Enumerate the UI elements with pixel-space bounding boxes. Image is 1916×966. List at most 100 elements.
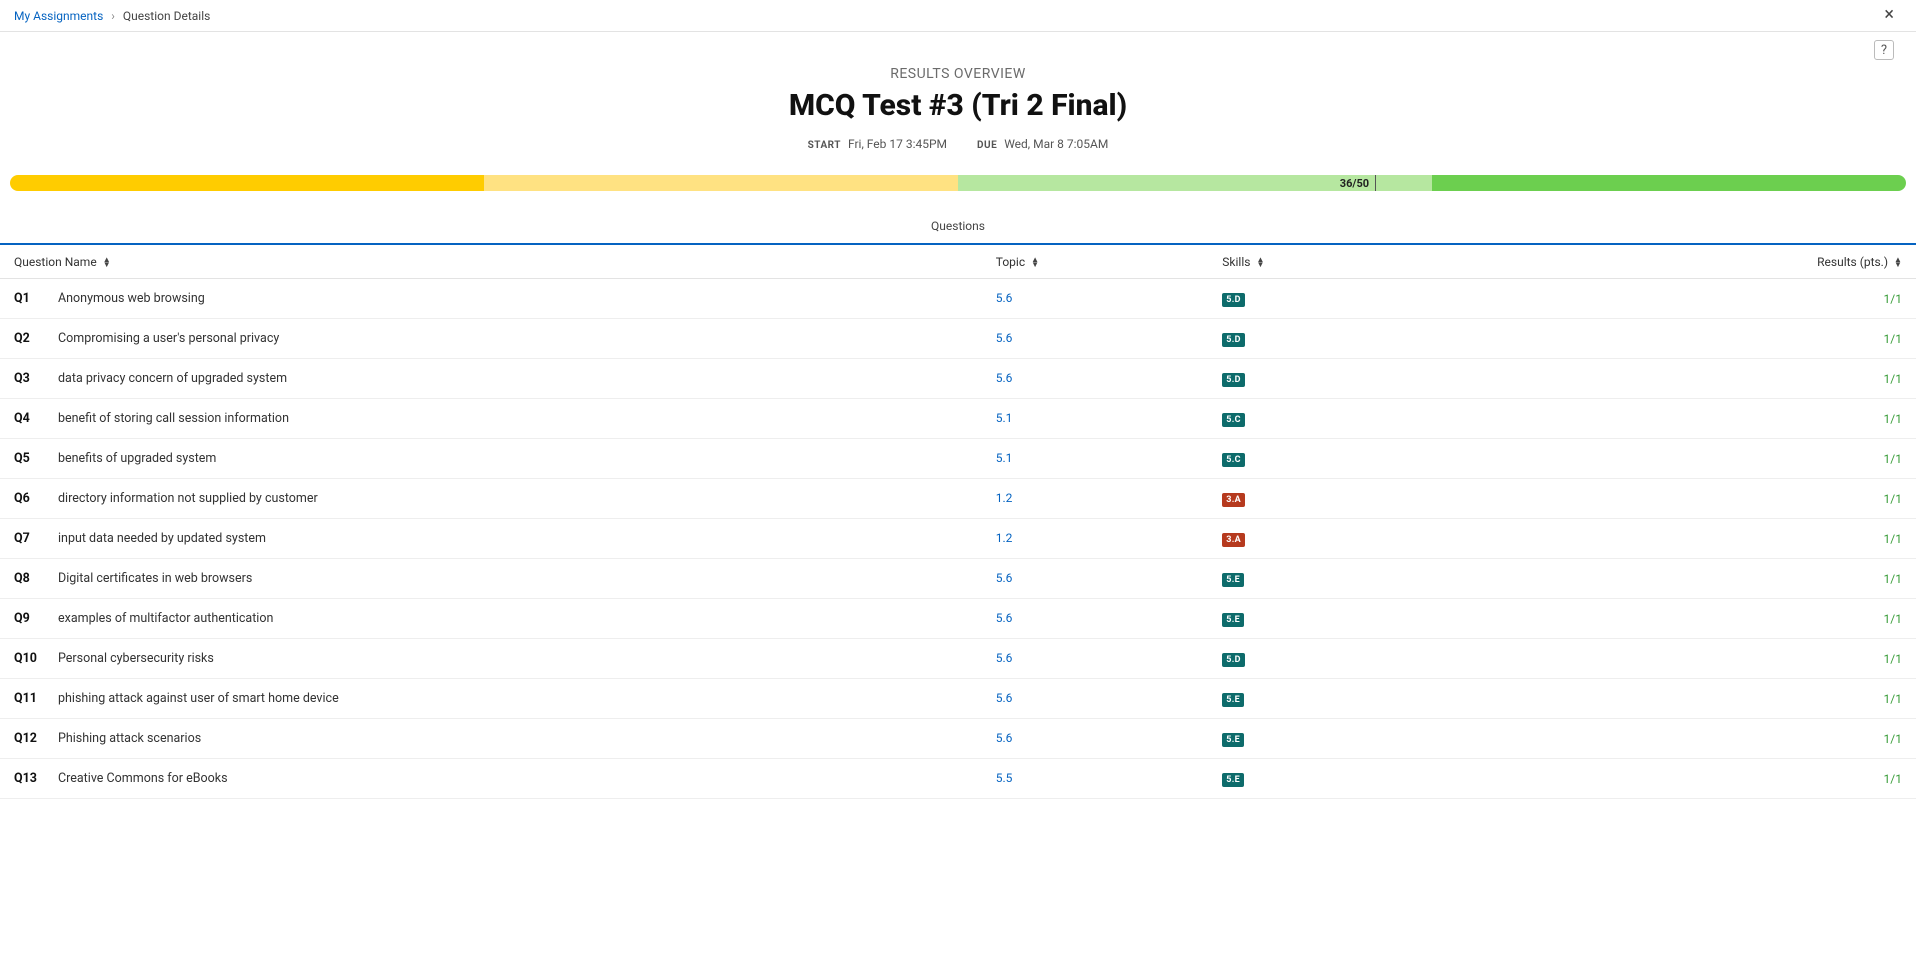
col-topic[interactable]: Topic ▲▼: [996, 255, 1223, 269]
question-name: Digital certificates in web browsers: [58, 571, 252, 586]
topic-link[interactable]: 5.6: [996, 571, 1013, 585]
sort-icon[interactable]: ▲▼: [1256, 257, 1264, 267]
scroll-container[interactable]: My Assignments › Question Details × ? RE…: [0, 0, 1916, 966]
skill-badge[interactable]: 5.E: [1222, 733, 1244, 747]
skill-badge[interactable]: 5.E: [1222, 773, 1244, 787]
cell-skills: 3.A: [1222, 531, 1675, 547]
cell-question: Q1Anonymous web browsing: [14, 291, 996, 306]
due-value: Wed, Mar 8 7:05AM: [1004, 137, 1108, 151]
cell-skills: 5.D: [1222, 371, 1675, 387]
cell-question: Q5benefits of upgraded system: [14, 451, 996, 466]
table-row[interactable]: Q11 phishing attack against user of smart…: [0, 679, 1916, 719]
cell-question: Q2Compromising a user's personal privacy: [14, 331, 996, 346]
cell-question: Q10Personal cybersecurity risks: [14, 651, 996, 666]
col-question-name[interactable]: Question Name ▲▼: [14, 255, 996, 269]
topic-link[interactable]: 5.6: [996, 731, 1013, 745]
table-row[interactable]: Q5benefits of upgraded system5.1 5.C 1/1: [0, 439, 1916, 479]
question-name: benefits of upgraded system: [58, 451, 216, 466]
table-row[interactable]: Q10Personal cybersecurity risks5.6 5.D 1/1: [0, 639, 1916, 679]
topic-link[interactable]: 5.1: [996, 411, 1013, 425]
col-question-name-label: Question Name: [14, 255, 97, 269]
header-dates: START Fri, Feb 17 3:45PM DUE Wed, Mar 8 …: [0, 137, 1916, 151]
question-number: Q1: [14, 291, 44, 306]
question-name: benefit of storing call session informat…: [58, 411, 289, 426]
due-label: DUE: [977, 140, 997, 151]
skill-badge[interactable]: 3.A: [1222, 533, 1245, 547]
cell-result: 1/1: [1675, 412, 1902, 426]
cell-result: 1/1: [1675, 332, 1902, 346]
question-name: examples of multifactor authentication: [58, 611, 273, 626]
topic-link[interactable]: 5.6: [996, 691, 1013, 705]
close-icon[interactable]: ×: [1884, 6, 1894, 24]
cell-skills: 5.C: [1222, 411, 1675, 427]
table-row[interactable]: Q2Compromising a user's personal privacy…: [0, 319, 1916, 359]
sort-icon[interactable]: ▲▼: [1031, 257, 1039, 267]
question-name: Creative Commons for eBooks: [58, 771, 228, 786]
cell-skills: 5.D: [1222, 331, 1675, 347]
sort-icon[interactable]: ▲▼: [1894, 257, 1902, 267]
skill-badge[interactable]: 5.D: [1222, 333, 1245, 347]
table-row[interactable]: Q12Phishing attack scenarios5.65.E1/1: [0, 719, 1916, 759]
header-overline: RESULTS OVERVIEW: [0, 66, 1916, 82]
table-row[interactable]: Q3data privacy concern of upgraded syste…: [0, 359, 1916, 399]
help-icon[interactable]: ?: [1874, 40, 1894, 60]
topic-link[interactable]: 5.1: [996, 451, 1013, 465]
cell-result: 1/1: [1675, 612, 1902, 626]
topic-link[interactable]: 5.5: [996, 771, 1013, 785]
skill-badge[interactable]: 5.D: [1222, 373, 1245, 387]
cell-question: Q3data privacy concern of upgraded syste…: [14, 371, 996, 386]
question-number: Q10: [14, 651, 44, 666]
question-name: Phishing attack scenarios: [58, 731, 201, 746]
topic-link[interactable]: 1.2: [996, 491, 1013, 505]
skill-badge[interactable]: 5.E: [1222, 613, 1244, 627]
content: My Assignments › Question Details × ? RE…: [0, 0, 1916, 839]
skill-badge[interactable]: 5.D: [1222, 653, 1245, 667]
sort-icon[interactable]: ▲▼: [103, 257, 111, 267]
skill-badge[interactable]: 5.C: [1222, 413, 1245, 427]
start-value: Fri, Feb 17 3:45PM: [848, 137, 947, 151]
progress-segment: [1375, 175, 1432, 191]
skill-badge[interactable]: 5.E: [1222, 693, 1244, 707]
table-row[interactable]: Q6directory information not supplied by …: [0, 479, 1916, 519]
skill-badge[interactable]: 5.E: [1222, 573, 1244, 587]
table-row[interactable]: Q9examples of multifactor authentication…: [0, 599, 1916, 639]
cell-question: Q4benefit of storing call session inform…: [14, 411, 996, 426]
col-results-label: Results (pts.): [1817, 255, 1888, 269]
topic-link[interactable]: 5.6: [996, 371, 1013, 385]
breadcrumb-separator: ›: [111, 9, 115, 23]
tab-questions[interactable]: Questions: [919, 211, 997, 243]
cell-result: 1/1: [1675, 652, 1902, 666]
question-name: phishing attack against user of smart ho…: [58, 691, 339, 706]
col-skills-label: Skills: [1222, 255, 1250, 269]
table-row[interactable]: Q13Creative Commons for eBooks5.55.E1/1: [0, 759, 1916, 799]
question-number: Q11: [14, 691, 44, 706]
skill-badge[interactable]: 3.A: [1222, 493, 1245, 507]
cell-result: 1/1: [1675, 452, 1902, 466]
page-title: MCQ Test #3 (Tri 2 Final): [0, 88, 1916, 123]
topic-link[interactable]: 5.6: [996, 611, 1013, 625]
topic-link[interactable]: 5.6: [996, 291, 1013, 305]
table-row[interactable]: Q1Anonymous web browsing5.65.D1/1: [0, 279, 1916, 319]
col-results[interactable]: Results (pts.) ▲▼: [1675, 255, 1902, 269]
cell-skills: 5.E: [1222, 691, 1675, 707]
topic-link[interactable]: 1.2: [996, 531, 1013, 545]
question-number: Q2: [14, 331, 44, 346]
breadcrumb-parent-link[interactable]: My Assignments: [14, 9, 103, 23]
question-number: Q8: [14, 571, 44, 586]
topic-link[interactable]: 5.6: [996, 651, 1013, 665]
questions-table: Question Name ▲▼ Topic ▲▼ Skills ▲▼ Resu…: [0, 245, 1916, 799]
skill-badge[interactable]: 5.C: [1222, 453, 1245, 467]
col-skills[interactable]: Skills ▲▼: [1222, 255, 1675, 269]
cell-result: 1/1: [1675, 772, 1902, 786]
cell-skills: 5.D: [1222, 291, 1675, 307]
skill-badge[interactable]: 5.D: [1222, 293, 1245, 307]
topic-link[interactable]: 5.6: [996, 331, 1013, 345]
cell-skills: 3.A: [1222, 491, 1675, 507]
cell-result: 1/1: [1675, 372, 1902, 386]
question-name: input data needed by updated system: [58, 531, 266, 546]
table-row[interactable]: Q4benefit of storing call session inform…: [0, 399, 1916, 439]
cell-topic: 5.6: [996, 331, 1223, 346]
table-row[interactable]: Q8 Digital certificates in web browsers 5.…: [0, 559, 1916, 599]
breadcrumb-current: Question Details: [123, 9, 210, 23]
table-row[interactable]: Q7input data needed by updated system1.2…: [0, 519, 1916, 559]
